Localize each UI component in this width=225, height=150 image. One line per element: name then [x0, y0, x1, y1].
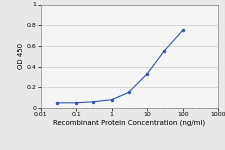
X-axis label: Recombinant Protein Concentration (ng/ml): Recombinant Protein Concentration (ng/ml…	[53, 119, 205, 126]
Y-axis label: OD 450: OD 450	[18, 43, 24, 69]
